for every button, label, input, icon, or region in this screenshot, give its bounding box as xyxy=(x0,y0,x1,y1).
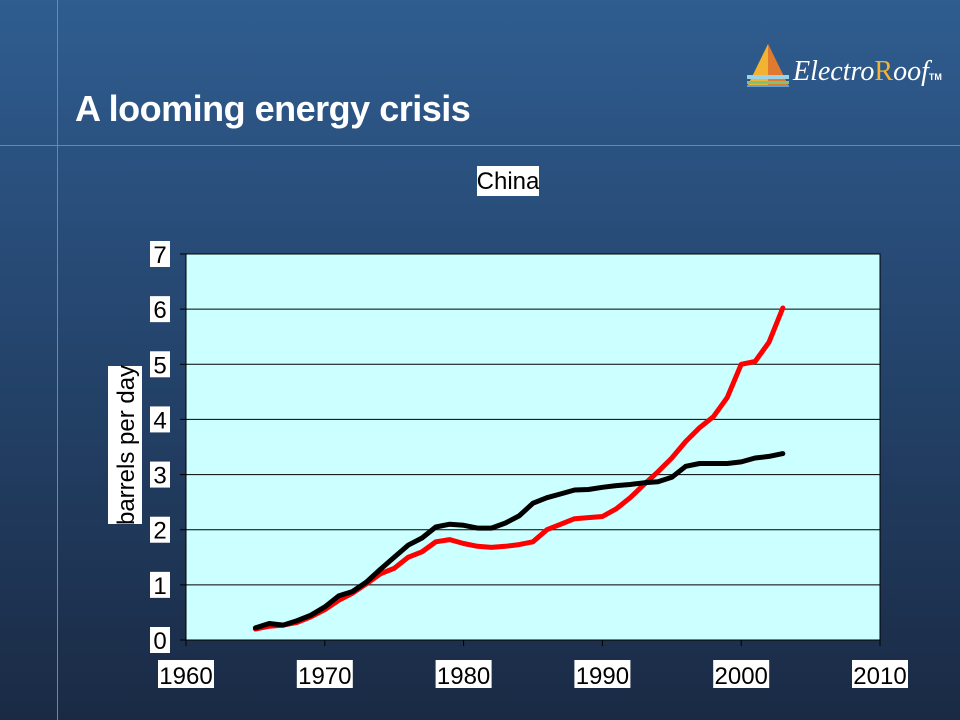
y-tick-label-bg-3 xyxy=(150,461,170,488)
x-tick-label: 2000 xyxy=(715,663,768,690)
chart-title-bg xyxy=(477,166,539,196)
y-tick-label-bg-7 xyxy=(150,241,170,267)
pyramid-icon xyxy=(747,44,789,87)
y-tick-label-bg-0 xyxy=(150,627,170,653)
chart-title: China xyxy=(477,168,540,195)
x-tick-label-bg-2000 xyxy=(713,660,770,688)
logo-bolt-letter: R xyxy=(874,56,894,87)
y-tick-label-bg-6 xyxy=(150,296,170,323)
plot-area xyxy=(185,253,881,641)
series-line-red xyxy=(252,305,786,632)
y-tick-label: 3 xyxy=(153,463,166,490)
vertical-divider-line xyxy=(57,0,58,720)
x-tick-label: 2010 xyxy=(853,663,906,690)
y-tick-label: 6 xyxy=(153,297,166,324)
x-tick-label-bg-1980 xyxy=(435,660,492,688)
y-tick-label: 7 xyxy=(153,242,166,269)
y-tick-label-bg-1 xyxy=(150,571,170,598)
logo-text-prefix: Electro xyxy=(793,56,875,87)
x-tick-label-bg-2010 xyxy=(852,660,908,688)
y-tick-label: 4 xyxy=(153,407,166,434)
logo-wordmark: ElectroRoofTM xyxy=(793,56,942,88)
electroroof-logo: ElectroRoofTM xyxy=(745,42,955,94)
horizontal-divider-line xyxy=(0,145,960,146)
x-tick-label-bg-1960 xyxy=(158,660,214,688)
x-tick-label-bg-1970 xyxy=(296,660,353,688)
logo-text-suffix: oof xyxy=(893,56,929,87)
y-tick-label-bg-4 xyxy=(150,406,170,433)
x-tick-label: 1970 xyxy=(298,663,351,690)
y-tick-label-bg-5 xyxy=(150,351,170,378)
y-tick-label-bg-2 xyxy=(150,516,170,543)
x-tick-label: 1960 xyxy=(159,663,212,690)
logo-trademark: TM xyxy=(928,72,942,82)
y-tick-label: 1 xyxy=(153,573,166,600)
x-tick-label-bg-1990 xyxy=(574,660,631,688)
y-axis-label-bg xyxy=(108,366,142,524)
y-tick-label: 5 xyxy=(153,352,166,379)
x-tick-label: 1980 xyxy=(437,663,490,690)
y-tick-label: 0 xyxy=(153,628,166,655)
x-tick-label: 1990 xyxy=(576,663,629,690)
slide-title: A looming energy crisis xyxy=(75,88,471,129)
series-line-black xyxy=(252,451,786,631)
y-axis-label: barrels per day xyxy=(113,365,140,525)
y-tick-label: 2 xyxy=(153,518,166,545)
